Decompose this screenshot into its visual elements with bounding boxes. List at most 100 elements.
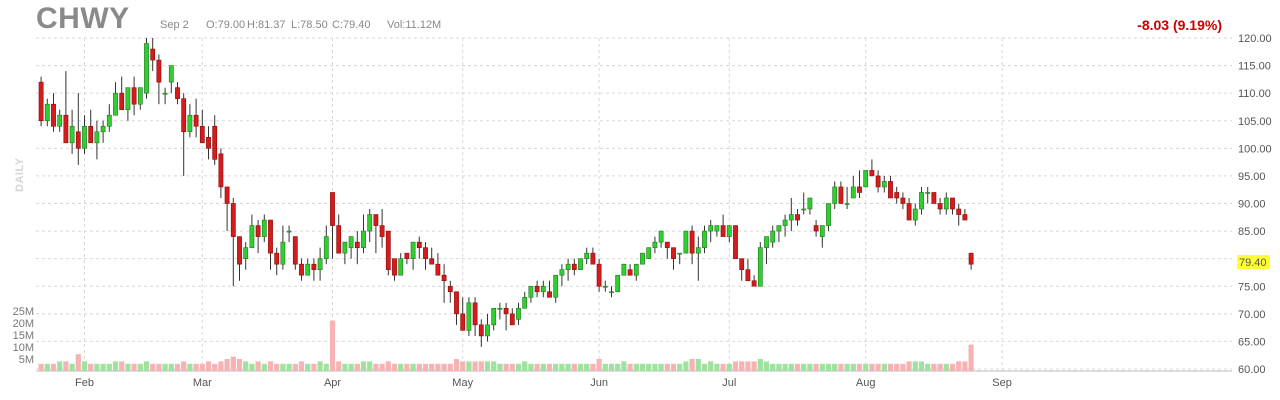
candle-body [770, 230, 776, 243]
volume-bar [956, 361, 962, 371]
candle-body [398, 258, 404, 276]
volume-bar [509, 363, 515, 371]
volume-bar [615, 363, 621, 371]
volume-bar [894, 363, 900, 371]
volume-bar [429, 363, 435, 371]
candle-body [261, 219, 267, 237]
candle-body [826, 203, 831, 226]
volume-bar [825, 363, 832, 371]
last-price-label: 79.40 [1239, 257, 1267, 269]
candle-body [919, 192, 924, 210]
volume-bar [652, 363, 658, 371]
candle-body [447, 285, 453, 293]
candle-body [63, 114, 69, 144]
open-value: O:79.00 [206, 19, 246, 31]
candle-body [832, 186, 838, 204]
volume-bar [311, 363, 317, 371]
candle-body [553, 274, 559, 298]
candle-body [534, 285, 540, 293]
candle-body [627, 269, 633, 276]
volume-bar [447, 363, 453, 371]
candle-body [311, 263, 317, 270]
volume-bar [435, 363, 441, 371]
volume-bar [739, 361, 745, 371]
volume-bar [243, 361, 249, 371]
volume-bar [497, 363, 503, 371]
candle-body [348, 236, 354, 248]
candle-body [819, 225, 825, 237]
volume-bar [143, 361, 150, 371]
candle-body [423, 247, 428, 259]
volume-bar [224, 359, 230, 371]
y-tick-label: 90.00 [1238, 199, 1266, 211]
price-change: -8.03 (9.19%) [1137, 17, 1222, 33]
volume-bar [584, 363, 590, 371]
volume-bar [875, 363, 881, 371]
volume-bar [478, 361, 484, 371]
candle-body [305, 263, 311, 276]
candle-body [838, 186, 844, 204]
candle-body [336, 225, 342, 254]
volume-tick-label: 15M [13, 330, 34, 342]
volume-bar [150, 363, 156, 371]
candle-body [559, 269, 565, 276]
candle-body [782, 219, 788, 226]
volume-bar [633, 363, 639, 371]
candle-body [416, 241, 422, 248]
volume-bar [131, 363, 137, 371]
candles [38, 38, 974, 347]
candle-body [243, 247, 249, 259]
volume-bar [689, 359, 695, 371]
y-axis: 120.00 115.00 110.00 105.00 100.00 95.00 90.00… [1237, 33, 1272, 376]
candle-body [199, 125, 205, 144]
candle-body [51, 103, 56, 127]
volume-bar [850, 363, 856, 371]
volume-bar [218, 361, 224, 371]
x-tick-label: Aug [856, 377, 876, 389]
candle-body [621, 263, 627, 276]
candle-body [664, 241, 670, 248]
candle-body [795, 214, 800, 221]
candle-body [857, 186, 862, 193]
volume-bar [125, 363, 131, 371]
candle-body [925, 192, 931, 194]
volume-bar [949, 363, 956, 371]
volume-bar [559, 363, 565, 371]
candle-body [609, 291, 614, 294]
candle-body [708, 225, 714, 232]
volume-bar [627, 363, 633, 371]
candle-body [286, 230, 292, 233]
volume-bar [156, 363, 162, 371]
volume-bar [515, 363, 522, 371]
candle-body [280, 241, 286, 265]
volume-bar [69, 363, 75, 371]
volume-bar [106, 363, 112, 371]
y-tick-label: 95.00 [1238, 171, 1266, 183]
candle-body [931, 192, 937, 204]
volume-bar [801, 363, 807, 371]
candle-body [255, 225, 261, 237]
y-tick-label: 115.00 [1238, 61, 1271, 73]
candle-body [788, 214, 794, 221]
candle-body [522, 296, 528, 309]
candle-body [162, 92, 168, 95]
volume-bar [38, 363, 44, 371]
candle-body [379, 225, 385, 237]
volume-bar [398, 363, 404, 371]
volume-bar [292, 363, 298, 371]
candle-body [249, 225, 255, 248]
candle-body [441, 274, 447, 282]
candle-body [156, 59, 162, 83]
volume-bar [305, 363, 311, 371]
y-tick-label: 70.00 [1238, 309, 1266, 321]
candle-body [106, 114, 112, 127]
volume-bar [776, 363, 782, 371]
candle-body [392, 258, 397, 276]
candle-body [571, 263, 577, 270]
low-value: L:78.50 [291, 19, 328, 31]
volume-bar [807, 363, 813, 371]
volume-bar [546, 363, 553, 371]
volume-bar [751, 361, 757, 371]
